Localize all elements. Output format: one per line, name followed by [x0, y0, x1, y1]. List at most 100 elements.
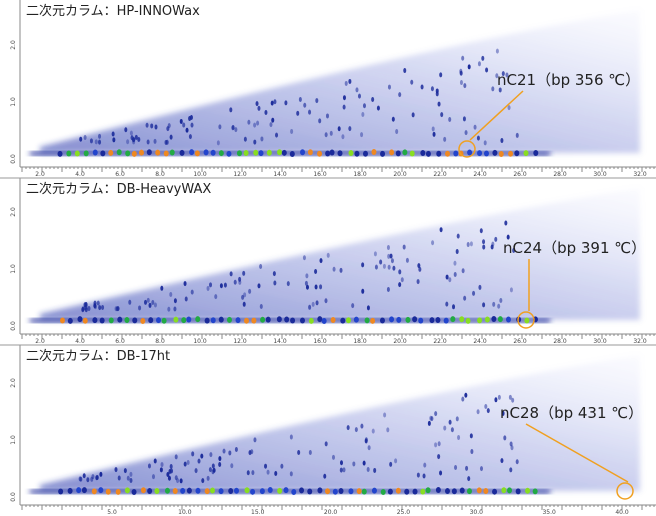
peak: [342, 467, 346, 473]
peak: [308, 109, 312, 115]
peak: [425, 150, 431, 157]
peak: [515, 459, 519, 465]
peak: [76, 487, 82, 494]
peak: [500, 138, 504, 144]
peak: [329, 130, 333, 136]
peak: [138, 149, 144, 156]
y-tick-label: 0.0: [10, 492, 17, 502]
signal-wedge: [40, 355, 640, 491]
annotation: nC24（bp 391 ℃）: [503, 239, 646, 257]
peak: [230, 463, 234, 469]
peak: [284, 100, 288, 106]
peak: [344, 80, 348, 86]
x-tick-label: 32.0: [633, 171, 647, 178]
peak: [348, 149, 354, 156]
peak: [392, 265, 396, 271]
peak: [435, 487, 441, 494]
peak: [346, 425, 350, 431]
peak: [275, 132, 279, 138]
peak: [330, 317, 336, 324]
peak: [435, 317, 441, 324]
peak: [386, 245, 390, 251]
peak: [101, 304, 105, 310]
peak: [59, 317, 65, 324]
peak: [340, 317, 346, 324]
peak: [366, 466, 370, 472]
peak: [473, 124, 477, 130]
x-tick-label: 10.0: [178, 509, 192, 516]
peak: [450, 427, 454, 433]
peak: [499, 297, 503, 303]
peak: [466, 488, 472, 495]
peak: [412, 316, 418, 323]
peak: [482, 302, 486, 308]
peak: [491, 86, 495, 92]
peak: [410, 79, 414, 85]
peak: [394, 458, 398, 464]
peak: [137, 136, 141, 142]
peak: [469, 433, 473, 439]
peak: [445, 274, 449, 280]
peak: [129, 471, 133, 477]
x-tick-label: 30.0: [593, 171, 607, 178]
peak: [515, 488, 521, 495]
peak: [509, 287, 513, 293]
peak: [379, 259, 383, 265]
peak: [183, 461, 187, 467]
peak: [179, 478, 183, 484]
highlight-circle: [517, 311, 535, 329]
peak: [412, 488, 418, 495]
peak: [219, 283, 223, 289]
peak: [126, 139, 130, 145]
peak: [482, 239, 486, 245]
x-tick-label: 5.0: [107, 509, 117, 516]
peak: [255, 101, 259, 107]
x-tick-label: 8.0: [155, 171, 165, 178]
peak: [66, 150, 72, 157]
x-tick-label: 28.0: [553, 338, 567, 345]
peak: [455, 249, 459, 255]
peak: [323, 473, 327, 479]
peak: [126, 475, 130, 481]
peak: [501, 410, 505, 416]
peak: [355, 87, 359, 93]
peak: [243, 150, 249, 157]
peak: [273, 99, 277, 105]
annotation: nC21（bp 356 ℃）: [497, 71, 640, 89]
peak: [342, 104, 346, 110]
peak: [477, 317, 483, 324]
peak: [466, 242, 470, 248]
peak: [174, 475, 178, 481]
peak: [307, 149, 313, 156]
peak: [233, 487, 239, 494]
y-tick-label: 0.0: [10, 321, 17, 331]
peak: [258, 150, 264, 157]
peak: [145, 122, 149, 128]
x-tick-label: 18.0: [353, 171, 367, 178]
peak: [206, 285, 210, 291]
peak: [525, 487, 531, 494]
peak: [148, 317, 154, 324]
x-tick-label: 2.0: [35, 338, 45, 345]
peak: [305, 284, 309, 290]
peak: [277, 487, 283, 494]
peak: [455, 416, 459, 422]
peak: [507, 487, 513, 494]
peak: [210, 317, 216, 324]
peak: [146, 297, 150, 303]
peak: [253, 437, 257, 443]
peak: [379, 317, 385, 324]
peak: [253, 149, 259, 156]
peak: [108, 149, 114, 156]
peak: [439, 72, 443, 78]
peak: [364, 437, 368, 443]
peak: [373, 467, 377, 473]
peak: [222, 448, 226, 454]
peak: [302, 255, 306, 261]
peak: [151, 300, 155, 306]
peak: [319, 284, 323, 290]
peak: [371, 149, 377, 156]
peak: [146, 149, 152, 156]
peak: [115, 306, 119, 312]
peak: [153, 458, 157, 464]
